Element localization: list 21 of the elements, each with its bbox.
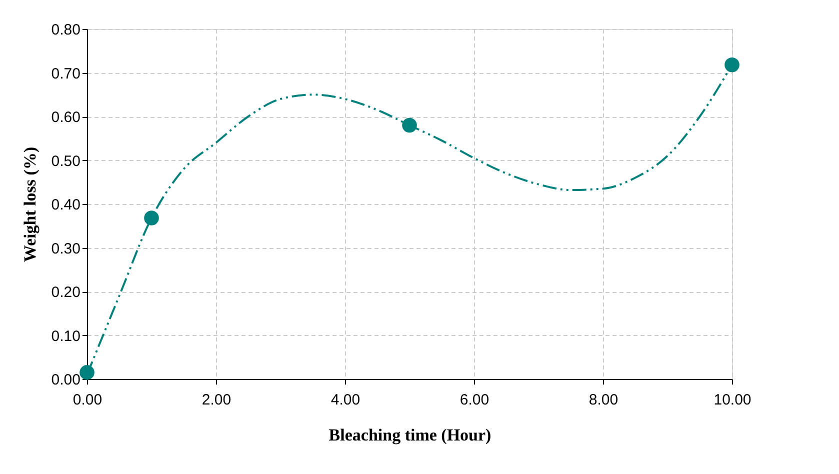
y-tick-label: 0.30 <box>51 240 80 258</box>
x-axis-title: Bleaching time (Hour) <box>328 426 492 444</box>
y-tick-label: 0.40 <box>51 196 80 214</box>
x-tick-label: 8.00 <box>588 392 618 408</box>
x-tick-label: 2.00 <box>202 392 232 408</box>
x-tick-label: 4.00 <box>330 392 360 408</box>
point <box>724 57 740 72</box>
y-tick-label: 0.10 <box>51 328 80 345</box>
y-axis-title: Weight loss (%) <box>20 146 40 262</box>
y-tick-label: 0.00 <box>51 372 80 388</box>
x-tick-label: 6.00 <box>460 392 490 408</box>
y-tick-label: 0.60 <box>51 109 80 126</box>
point <box>80 365 94 380</box>
x-tick-label: 10.00 <box>714 392 752 408</box>
point <box>144 210 159 226</box>
point <box>402 118 417 133</box>
y-tick-label: 0.50 <box>51 152 80 170</box>
y-tick-label: 0.20 <box>51 284 80 301</box>
x-tick-label: 0.00 <box>72 392 102 408</box>
y-tick-label: 0.70 <box>51 65 80 82</box>
y-tick-label: 0.80 <box>51 22 80 38</box>
